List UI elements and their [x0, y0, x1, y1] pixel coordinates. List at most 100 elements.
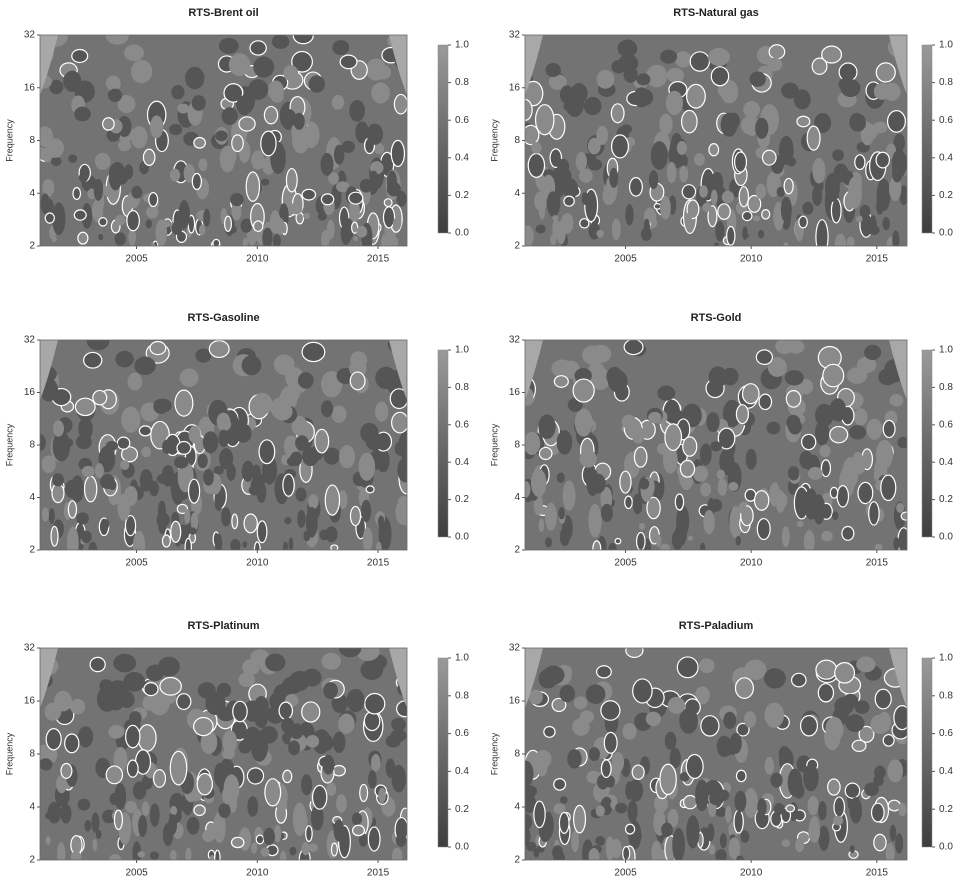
y-tick-label: 16	[509, 82, 521, 93]
field-blob	[323, 682, 338, 699]
field-blob	[631, 764, 645, 780]
field-blob	[579, 710, 595, 724]
field-blob	[149, 851, 160, 860]
field-blob	[542, 665, 565, 685]
y-tick-label: 2	[29, 855, 35, 866]
y-tick-label: 8	[514, 440, 520, 451]
field-blob	[396, 700, 407, 718]
field-blob	[253, 541, 261, 550]
field-blob	[747, 194, 762, 213]
field-blob	[742, 226, 748, 240]
field-blob	[834, 233, 847, 246]
field-blob	[293, 112, 305, 130]
colorbar	[921, 349, 933, 538]
field-blob	[70, 851, 82, 860]
field-blob	[190, 512, 199, 531]
field-blob	[651, 65, 667, 80]
field-blob	[893, 705, 907, 731]
y-tick-label: 2	[514, 855, 520, 866]
field-blob	[371, 753, 381, 772]
colorbar-tick-label: 0.6	[455, 419, 469, 430]
field-blob	[653, 203, 662, 210]
field-blob	[108, 479, 117, 491]
field-blob	[781, 839, 791, 848]
field-blob	[873, 82, 891, 100]
field-blob	[676, 141, 687, 155]
field-blob	[563, 100, 576, 112]
field-blob	[544, 502, 557, 531]
field-blob	[710, 189, 718, 205]
field-blob	[297, 372, 314, 389]
colorbar-tick-label: 0.8	[455, 382, 469, 393]
y-tick-label: 16	[24, 82, 36, 93]
field-blob	[659, 195, 671, 220]
field-blob	[847, 176, 862, 210]
field-blob	[213, 465, 224, 475]
field-blob	[224, 215, 233, 232]
field-blob	[803, 488, 819, 520]
field-blob	[311, 784, 328, 810]
field-blob	[801, 433, 817, 451]
field-blob	[874, 688, 892, 710]
field-blob	[659, 763, 677, 796]
field-blob	[660, 49, 678, 64]
cone-right	[389, 340, 407, 400]
field-blob	[146, 664, 164, 682]
field-blob	[305, 825, 313, 842]
field-blob	[177, 103, 190, 114]
field-blob	[525, 225, 534, 246]
field-blob	[349, 371, 366, 391]
panel-title: RTS-Gold	[691, 312, 742, 324]
field-blob	[867, 225, 880, 236]
field-blob	[632, 678, 653, 704]
field-blob	[834, 662, 856, 684]
field-blob	[278, 701, 294, 720]
field-blob	[84, 819, 92, 832]
field-blob	[338, 713, 355, 734]
field-blob	[236, 95, 252, 116]
field-blob	[127, 372, 143, 391]
cone-left	[525, 340, 543, 400]
field-blob	[134, 356, 156, 376]
field-blob	[351, 812, 363, 826]
field-blob	[645, 711, 661, 727]
field-blob	[105, 765, 124, 785]
field-blob	[285, 167, 298, 193]
field-blob	[262, 227, 273, 246]
y-tick-label: 4	[29, 802, 35, 813]
field-blob	[525, 813, 533, 831]
field-blob	[107, 88, 123, 102]
y-tick-label: 8	[514, 135, 520, 146]
colorbar-tick-label: 0.0	[455, 228, 469, 239]
field-blob	[755, 183, 767, 200]
field-blob	[775, 340, 795, 355]
field-blob	[184, 509, 191, 525]
field-blob	[81, 202, 92, 228]
field-blob	[672, 827, 685, 860]
field-blob	[131, 185, 143, 199]
field-blob	[657, 385, 676, 401]
field-blob	[830, 197, 842, 224]
field-blob	[351, 824, 366, 837]
x-tick-label: 2010	[246, 558, 269, 569]
field-blob	[230, 538, 241, 550]
field-blob	[198, 224, 206, 236]
field-blob	[52, 473, 64, 487]
field-blob	[308, 494, 319, 510]
field-blob	[528, 689, 543, 705]
field-blob	[124, 514, 137, 537]
field-blob	[162, 823, 174, 847]
field-blob	[40, 434, 46, 452]
field-blob	[715, 806, 727, 817]
y-tick-label: 2	[29, 545, 35, 556]
field-blob	[889, 394, 904, 407]
y-axis-label: Frequency	[4, 119, 14, 162]
field-blob	[40, 126, 54, 148]
field-blob	[349, 99, 365, 122]
field-blob	[369, 170, 378, 183]
field-blob	[143, 681, 159, 697]
field-blob	[809, 815, 820, 840]
field-blob	[52, 430, 71, 462]
field-blob	[333, 144, 345, 165]
field-blob	[579, 168, 593, 183]
